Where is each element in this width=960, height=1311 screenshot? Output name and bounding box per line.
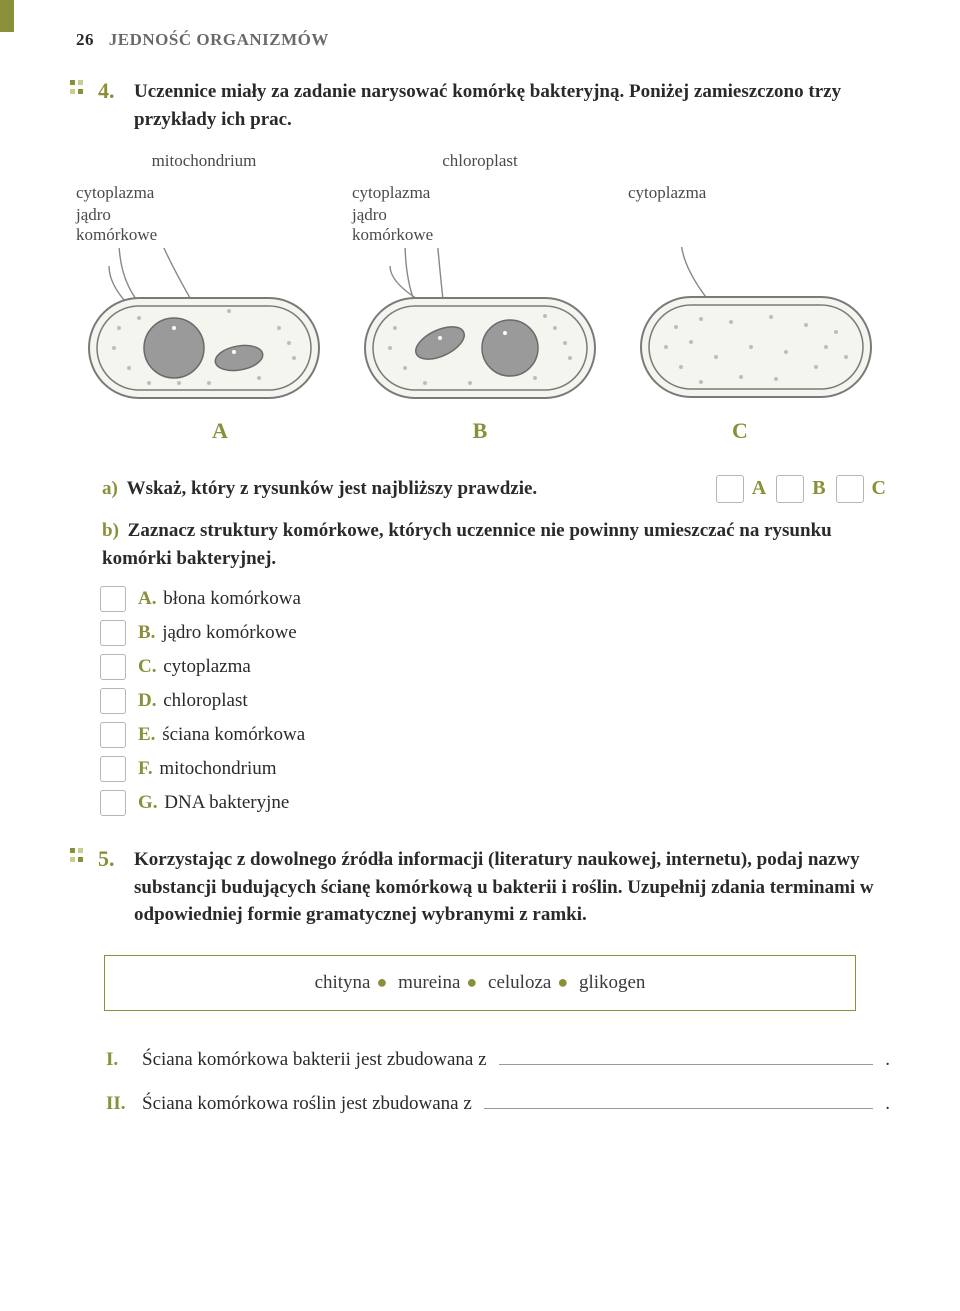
label-b-mid2: jądro komórkowe	[352, 205, 433, 244]
term-1: chityna	[315, 972, 371, 993]
task-bullet-icon	[70, 846, 84, 866]
option-letter: F.	[138, 758, 153, 779]
fill-line-2: II. Ściana komórkowa roślin jest zbudowa…	[106, 1089, 890, 1115]
term-2: mureina	[398, 972, 460, 993]
option-letter: G.	[138, 792, 158, 813]
fill-1-period: .	[885, 1049, 890, 1071]
label-a-mid2: jądro komórkowe	[76, 205, 157, 244]
options-list: A. błona komórkowa B. jądro komórkowe C.…	[100, 586, 890, 816]
cell-diagram-c	[631, 247, 881, 407]
label-b-top: chloroplast	[442, 151, 518, 177]
section-title: JEDNOŚĆ ORGANIZMÓW	[109, 30, 329, 49]
diagram-col-b: chloroplast cytoplazma jądro komórkowe	[352, 151, 608, 408]
option-letter: B.	[138, 622, 155, 643]
sub-4a-choices: A B C	[716, 474, 890, 503]
option-checkbox[interactable]	[100, 756, 126, 782]
option-text: jądro komórkowe	[162, 622, 297, 643]
label-a-top: mitochondrium	[152, 151, 257, 177]
fill-1-roman: I.	[106, 1049, 134, 1071]
fill-1-text: Ściana komórkowa bakterii jest zbudowana…	[142, 1049, 487, 1071]
header-accent-strip	[0, 0, 14, 32]
terms-box: chityna ● mureina ● celuloza ● glikogen	[104, 955, 856, 1011]
sub-4a-letter: a)	[102, 478, 118, 499]
cell-diagram-a	[79, 248, 329, 408]
label-b-mid1: cytoplazma	[352, 183, 430, 203]
label-a-mid1: cytoplazma	[76, 183, 154, 203]
choice-box-c[interactable]	[836, 475, 864, 503]
option-row: B. jądro komórkowe	[100, 620, 890, 646]
option-text: cytoplazma	[163, 656, 251, 677]
diagram-letters-row: A B C	[90, 418, 870, 444]
sub-4a-text: Wskaż, który z rysunków jest najbliższy …	[127, 478, 538, 499]
label-c-mid1: cytoplazma	[628, 183, 706, 203]
fill-2-blank[interactable]	[484, 1089, 873, 1109]
dot-icon: ●	[377, 972, 388, 992]
option-checkbox[interactable]	[100, 722, 126, 748]
task-bullet-icon	[70, 78, 84, 98]
option-row: D. chloroplast	[100, 688, 890, 714]
label-c-spacer	[628, 205, 632, 243]
diagram-row: mitochondrium cytoplazma jądro komórkowe	[76, 151, 884, 408]
option-letter: A.	[138, 588, 156, 609]
diagram-col-a: mitochondrium cytoplazma jądro komórkowe	[76, 151, 332, 408]
option-letter: C.	[138, 656, 156, 677]
option-row: E. ściana komórkowa	[100, 722, 890, 748]
dot-icon: ●	[466, 972, 477, 992]
fill-2-roman: II.	[106, 1093, 134, 1115]
task-5: 5. Korzystając z dowolnego źródła inform…	[70, 846, 890, 1115]
option-checkbox[interactable]	[100, 620, 126, 646]
fill-2-period: .	[885, 1093, 890, 1115]
choice-box-a[interactable]	[716, 475, 744, 503]
option-row: A. błona komórkowa	[100, 586, 890, 612]
task-5-text: Korzystając z dowolnego źródła informacj…	[134, 846, 890, 929]
option-text: błona komórkowa	[163, 588, 301, 609]
option-row: C. cytoplazma	[100, 654, 890, 680]
option-text: DNA bakteryjne	[164, 792, 289, 813]
option-checkbox[interactable]	[100, 654, 126, 680]
fill-line-1: I. Ściana komórkowa bakterii jest zbudow…	[106, 1045, 890, 1071]
cell-diagram-b	[355, 248, 605, 408]
sub-4b-text: Zaznacz struktury komórkowe, których ucz…	[102, 520, 832, 569]
diagram-letter-c: C	[610, 418, 870, 444]
choice-label-b: B	[812, 474, 825, 503]
option-text: ściana komórkowa	[162, 724, 305, 745]
dot-icon: ●	[557, 972, 568, 992]
diagram-letter-a: A	[90, 418, 350, 444]
option-row: G. DNA bakteryjne	[100, 790, 890, 816]
option-text: mitochondrium	[159, 758, 276, 779]
subtask-4b: b) Zaznacz struktury komórkowe, których …	[102, 517, 890, 572]
fill-1-blank[interactable]	[499, 1045, 874, 1065]
fill-2-text: Ściana komórkowa roślin jest zbudowana z	[142, 1093, 472, 1115]
option-letter: E.	[138, 724, 155, 745]
page-number: 26	[76, 30, 94, 49]
option-checkbox[interactable]	[100, 688, 126, 714]
option-checkbox[interactable]	[100, 790, 126, 816]
choice-label-c: C	[872, 474, 886, 503]
task-4-text: Uczennice miały za zadanie narysować kom…	[134, 78, 890, 133]
option-letter: D.	[138, 690, 156, 711]
task-4-number: 4.	[98, 78, 120, 104]
diagram-col-c: cytoplazma	[628, 151, 884, 408]
diagram-letter-b: B	[350, 418, 610, 444]
option-text: chloroplast	[163, 690, 247, 711]
subtask-4a: a) Wskaż, który z rysunków jest najbliżs…	[102, 474, 890, 503]
term-4: glikogen	[579, 972, 646, 993]
choice-label-a: A	[752, 474, 766, 503]
option-row: F. mitochondrium	[100, 756, 890, 782]
task-4: 4. Uczennice miały za zadanie narysować …	[70, 78, 890, 816]
option-checkbox[interactable]	[100, 586, 126, 612]
task-5-number: 5.	[98, 846, 120, 872]
choice-box-b[interactable]	[776, 475, 804, 503]
sub-4b-letter: b)	[102, 520, 119, 541]
term-3: celuloza	[488, 972, 551, 993]
page-header: 26 JEDNOŚĆ ORGANIZMÓW	[70, 30, 890, 50]
label-c-top	[754, 151, 758, 177]
